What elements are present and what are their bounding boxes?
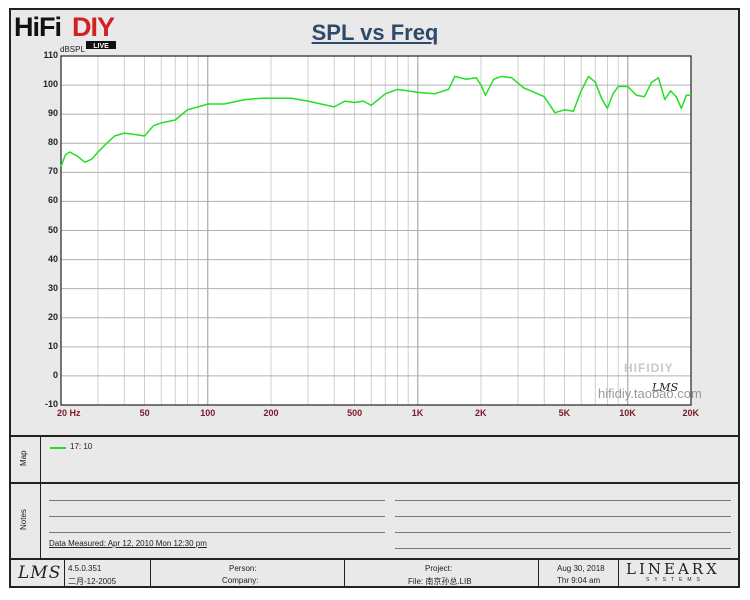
series-line — [60, 75, 691, 167]
y-axis-unit-label: dBSPL — [60, 45, 85, 54]
note-line — [395, 532, 731, 533]
footer-cell-version — [65, 559, 151, 587]
y-tick-label: 80 — [47, 137, 58, 148]
map-section — [9, 435, 740, 482]
data-measured-text: Data Measured: Apr 12, 2010 Mon 12:30 pm — [49, 539, 207, 548]
chart-title: SPL vs Freq — [311, 20, 439, 45]
logo-badge: LIVE — [93, 43, 109, 50]
y-tick-label: 20 — [47, 311, 58, 322]
x-tick-label: 50 — [139, 408, 150, 418]
x-tick-label: 10K — [619, 408, 636, 418]
note-line — [395, 516, 731, 517]
project-label: Project: — [425, 564, 453, 573]
version-text: 4.5.0.351 — [68, 564, 102, 573]
footer-date: Aug 30, 2018 — [557, 564, 605, 573]
map-divider — [40, 435, 41, 482]
y-tick-label: 10 — [47, 340, 58, 351]
note-line — [395, 500, 731, 501]
y-tick-label: 70 — [47, 166, 58, 177]
linearx-logo: LINEARX — [626, 560, 720, 578]
note-line — [49, 516, 385, 517]
footer-cell-person — [151, 559, 345, 587]
person-label: Person: — [229, 564, 257, 573]
x-tick-label: 200 — [263, 408, 279, 418]
notes-divider — [40, 482, 41, 559]
legend-swatch — [50, 447, 66, 449]
y-tick-label: 90 — [47, 108, 58, 119]
notes-section — [9, 482, 740, 559]
footer-cell-logo — [9, 559, 65, 587]
plot-border — [60, 55, 692, 406]
y-tick-label: 110 — [43, 50, 58, 60]
x-tick-label: 20 Hz — [57, 408, 81, 418]
svg-text:HiFi: HiFi — [14, 12, 61, 42]
company-label: Company: — [222, 576, 259, 585]
svg-text:DIY: DIY — [72, 12, 115, 42]
y-tick-label: -10 — [44, 399, 58, 409]
x-tick-label: 2K — [475, 408, 487, 418]
x-tick-label: 5K — [558, 408, 571, 418]
y-tick-label: 100 — [42, 79, 58, 90]
hifidiy-logo: HiFi DIY LIVE — [14, 12, 116, 50]
linearx-sub: SYSTEMS — [646, 577, 705, 583]
y-tick-label: 0 — [52, 369, 58, 380]
footer-time: Thr 9:04 am — [557, 576, 601, 585]
y-tick-label: 40 — [47, 253, 58, 264]
watermark-site: hifidiy.taobao.com — [598, 386, 702, 401]
y-tick-label: 60 — [47, 195, 58, 206]
y-tick-label: 50 — [47, 224, 58, 235]
x-tick-label: 500 — [347, 408, 363, 418]
footer-cell-project — [345, 559, 539, 587]
lms-logo: LMS — [18, 563, 62, 583]
note-line — [395, 548, 731, 549]
note-line — [49, 500, 385, 501]
x-tick-label: 1K — [411, 408, 424, 418]
y-tick-label: 30 — [47, 282, 58, 293]
footer-cell-date — [539, 559, 619, 587]
watermark-brand: HIFIDIY — [624, 361, 674, 375]
map-label: Map — [19, 450, 28, 466]
legend-entry: 17: 10 — [70, 442, 93, 451]
note-line — [49, 532, 385, 533]
watermark-lms: LMS — [652, 381, 679, 394]
spl-plot — [60, 55, 692, 406]
x-tick-label: 100 — [200, 408, 216, 418]
footer — [9, 558, 740, 588]
notes-label: Notes — [19, 509, 28, 531]
version-date: 二月-12-2005 — [68, 577, 117, 586]
x-tick-label: 20K — [682, 408, 700, 418]
file-label: File: 南京孙总.LIB — [408, 577, 472, 586]
